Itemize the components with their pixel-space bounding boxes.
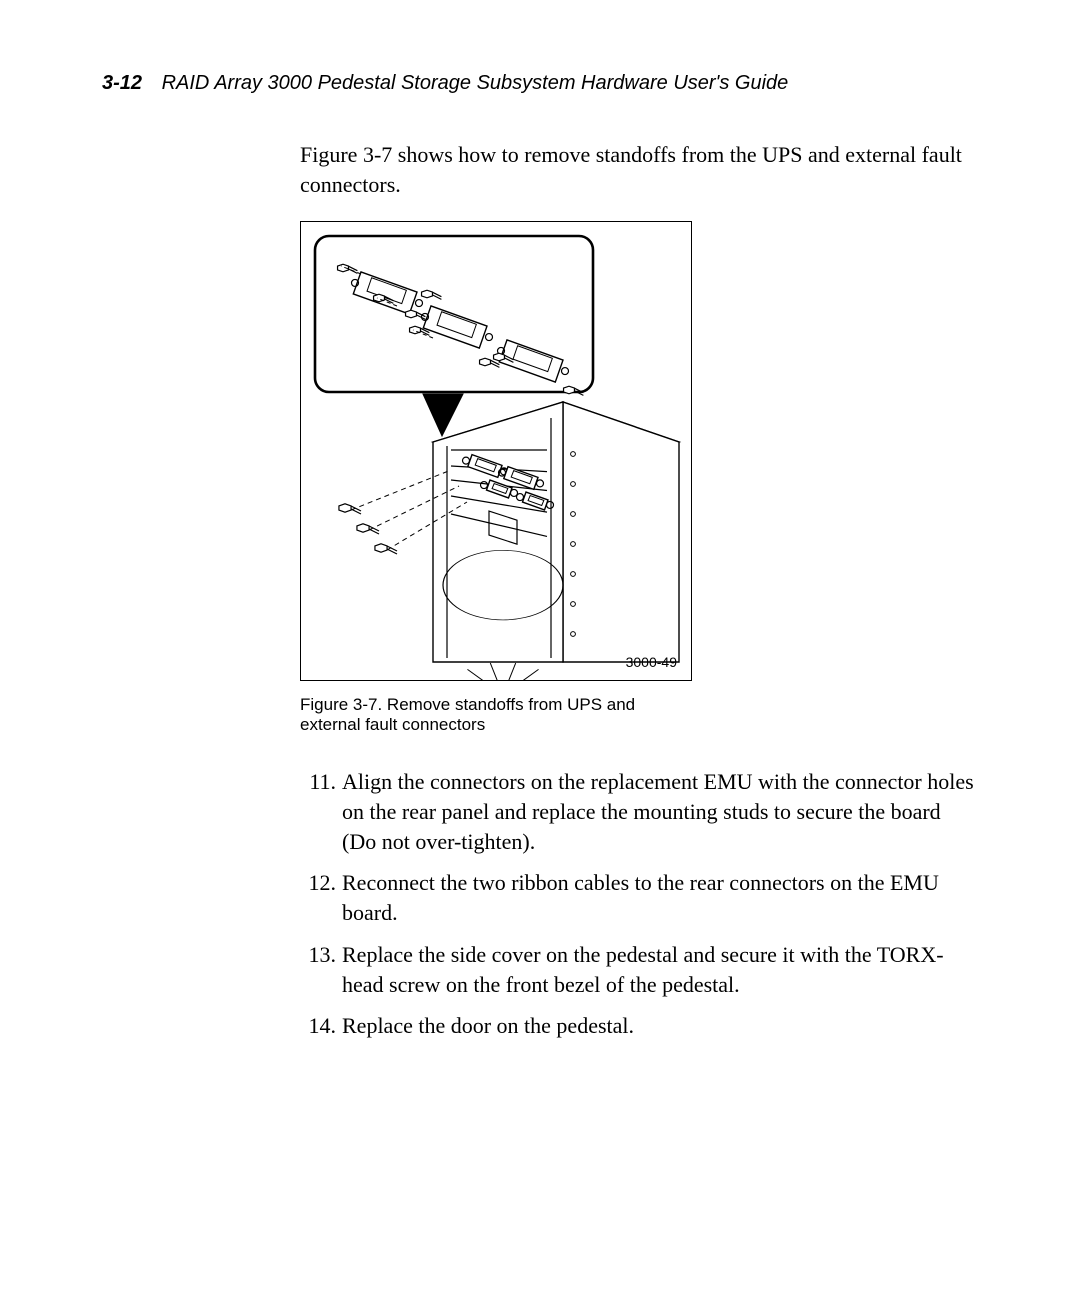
procedure-steps: 11.Align the connectors on the replaceme… <box>300 767 980 1041</box>
step-number: 14. <box>300 1011 342 1041</box>
step-number: 13. <box>300 940 342 999</box>
list-item: 11.Align the connectors on the replaceme… <box>300 767 980 856</box>
step-number: 12. <box>300 868 342 927</box>
running-header: 3-12 RAID Array 3000 Pedestal Storage Su… <box>102 72 788 95</box>
technical-line-drawing-icon <box>301 222 692 681</box>
list-item: 12.Reconnect the two ribbon cables to th… <box>300 868 980 927</box>
step-number: 11. <box>300 767 342 856</box>
page-number: 3-12 <box>102 72 142 94</box>
list-item: 14.Replace the door on the pedestal. <box>300 1011 980 1041</box>
figure-internal-label: 3000-49 <box>626 654 677 670</box>
step-text: Align the connectors on the replacement … <box>342 767 980 856</box>
figure-caption: Figure 3-7. Remove standoffs from UPS an… <box>300 695 692 735</box>
lead-paragraph: Figure 3-7 shows how to remove standoffs… <box>300 140 980 199</box>
page-content: Figure 3-7 shows how to remove standoffs… <box>300 140 980 1053</box>
figure-illustration: 3000-49 <box>300 221 692 681</box>
page: 3-12 RAID Array 3000 Pedestal Storage Su… <box>0 0 1080 1296</box>
list-item: 13.Replace the side cover on the pedesta… <box>300 940 980 999</box>
step-text: Replace the side cover on the pedestal a… <box>342 940 980 999</box>
step-text: Replace the door on the pedestal. <box>342 1011 980 1041</box>
figure-3-7: 3000-49 Figure 3-7. Remove standoffs fro… <box>300 221 692 735</box>
step-text: Reconnect the two ribbon cables to the r… <box>342 868 980 927</box>
doc-title: RAID Array 3000 Pedestal Storage Subsyst… <box>162 72 789 94</box>
